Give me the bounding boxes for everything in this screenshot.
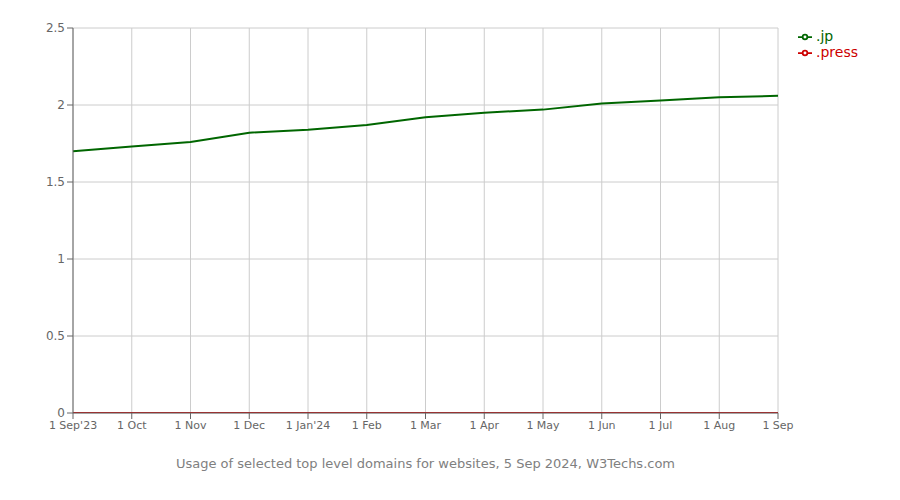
- svg-text:1 Sep: 1 Sep: [762, 419, 793, 432]
- svg-text:Usage of selected top level do: Usage of selected top level domains for …: [176, 456, 675, 471]
- svg-text:1 Mar: 1 Mar: [410, 419, 442, 432]
- svg-text:1 Sep'23: 1 Sep'23: [49, 419, 97, 432]
- html-text:.jp: .jp: [816, 28, 834, 44]
- svg-text:0: 0: [57, 406, 65, 420]
- svg-text:1 Jun: 1 Jun: [588, 419, 616, 432]
- svg-text:1.5: 1.5: [46, 175, 65, 189]
- svg-text:2: 2: [57, 98, 65, 112]
- svg-text:0.5: 0.5: [46, 329, 65, 343]
- svg-text:1 May: 1 May: [526, 419, 560, 432]
- svg-text:1 Jul: 1 Jul: [649, 419, 673, 432]
- html-text:.press: .press: [816, 44, 858, 60]
- svg-text:1 Nov: 1 Nov: [175, 419, 207, 432]
- svg-text:1 Aug: 1 Aug: [703, 419, 735, 432]
- svg-text:1 Apr: 1 Apr: [469, 419, 499, 432]
- svg-text:1 Feb: 1 Feb: [352, 419, 382, 432]
- svg-text:2.5: 2.5: [46, 21, 65, 35]
- svg-text:1: 1: [57, 252, 65, 266]
- svg-text:1 Oct: 1 Oct: [117, 419, 147, 432]
- svg-text:1 Dec: 1 Dec: [233, 419, 265, 432]
- svg-text:1 Jan'24: 1 Jan'24: [286, 419, 330, 432]
